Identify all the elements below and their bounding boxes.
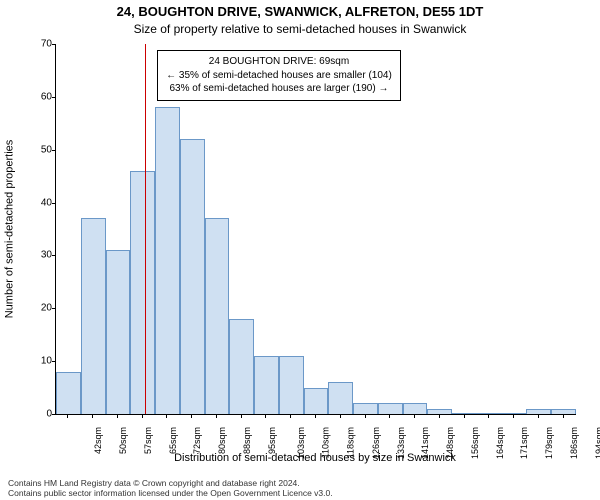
histogram-bar bbox=[551, 409, 576, 414]
histogram-bar bbox=[304, 388, 329, 414]
footer-line-2: Contains public sector information licen… bbox=[8, 488, 333, 498]
x-tick-label: 57sqm bbox=[143, 427, 153, 454]
x-tick-label: 156sqm bbox=[470, 427, 480, 459]
histogram-bar bbox=[56, 372, 81, 414]
x-tick-label: 110sqm bbox=[321, 427, 331, 458]
y-tick-mark bbox=[52, 255, 56, 256]
footer-line-1: Contains HM Land Registry data © Crown c… bbox=[8, 478, 333, 488]
histogram-bar bbox=[106, 250, 131, 414]
x-tick-mark bbox=[365, 414, 366, 418]
x-tick-mark bbox=[67, 414, 68, 418]
histogram-bar bbox=[353, 403, 378, 414]
x-tick-label: 118sqm bbox=[345, 427, 355, 458]
y-tick-label: 70 bbox=[22, 39, 52, 50]
histogram-bar bbox=[229, 319, 254, 414]
y-tick-label: 50 bbox=[22, 144, 52, 155]
x-tick-label: 103sqm bbox=[297, 427, 307, 459]
x-tick-mark bbox=[166, 414, 167, 418]
x-tick-label: 80sqm bbox=[217, 427, 227, 454]
x-tick-mark bbox=[563, 414, 564, 418]
histogram-bar bbox=[130, 171, 155, 414]
x-tick-mark bbox=[464, 414, 465, 418]
x-tick-mark bbox=[117, 414, 118, 418]
y-tick-mark bbox=[52, 97, 56, 98]
x-tick-mark bbox=[191, 414, 192, 418]
x-tick-label: 133sqm bbox=[396, 427, 406, 459]
page-title-2: Size of property relative to semi-detach… bbox=[0, 22, 600, 36]
x-tick-label: 171sqm bbox=[519, 427, 529, 459]
x-tick-label: 194sqm bbox=[594, 427, 600, 459]
marker-line bbox=[145, 44, 146, 414]
x-tick-mark bbox=[216, 414, 217, 418]
x-tick-mark bbox=[389, 414, 390, 418]
y-tick-label: 30 bbox=[22, 250, 52, 261]
callout-box: 24 BOUGHTON DRIVE: 69sqm← 35% of semi-de… bbox=[157, 50, 401, 101]
x-tick-label: 88sqm bbox=[242, 427, 252, 454]
x-tick-mark bbox=[340, 414, 341, 418]
x-tick-label: 42sqm bbox=[93, 427, 103, 454]
x-tick-mark bbox=[92, 414, 93, 418]
callout-line-3: 63% of semi-detached houses are larger (… bbox=[166, 82, 392, 96]
histogram-bar bbox=[452, 413, 477, 414]
x-tick-label: 141sqm bbox=[420, 427, 430, 459]
y-tick-label: 20 bbox=[22, 303, 52, 314]
callout-line-2: ← 35% of semi-detached houses are smalle… bbox=[166, 69, 392, 83]
x-tick-mark bbox=[265, 414, 266, 418]
x-tick-mark bbox=[538, 414, 539, 418]
callout-line-1: 24 BOUGHTON DRIVE: 69sqm bbox=[166, 55, 392, 69]
y-axis-label-wrap: Number of semi-detached properties bbox=[2, 44, 16, 414]
x-tick-label: 95sqm bbox=[267, 427, 277, 454]
y-tick-mark bbox=[52, 150, 56, 151]
x-tick-mark bbox=[439, 414, 440, 418]
x-tick-mark bbox=[315, 414, 316, 418]
histogram-bar bbox=[205, 218, 230, 414]
x-tick-label: 72sqm bbox=[192, 427, 202, 454]
y-tick-mark bbox=[52, 44, 56, 45]
histogram-bar bbox=[378, 403, 403, 414]
y-tick-label: 0 bbox=[22, 409, 52, 420]
x-tick-mark bbox=[241, 414, 242, 418]
page-title-1: 24, BOUGHTON DRIVE, SWANWICK, ALFRETON, … bbox=[0, 4, 600, 19]
y-tick-mark bbox=[52, 414, 56, 415]
x-tick-mark bbox=[290, 414, 291, 418]
x-tick-label: 65sqm bbox=[168, 427, 178, 454]
x-tick-label: 179sqm bbox=[544, 427, 554, 459]
x-tick-label: 50sqm bbox=[118, 427, 128, 454]
x-tick-label: 164sqm bbox=[495, 427, 505, 459]
y-tick-mark bbox=[52, 308, 56, 309]
y-tick-mark bbox=[52, 361, 56, 362]
x-tick-label: 126sqm bbox=[371, 427, 381, 459]
footer-text: Contains HM Land Registry data © Crown c… bbox=[8, 478, 333, 498]
y-axis-label: Number of semi-detached properties bbox=[3, 140, 15, 319]
histogram-bar bbox=[180, 139, 205, 414]
x-tick-mark bbox=[488, 414, 489, 418]
x-tick-mark bbox=[513, 414, 514, 418]
histogram-bar bbox=[81, 218, 106, 414]
histogram-bar bbox=[427, 409, 452, 414]
histogram-plot: 24 BOUGHTON DRIVE: 69sqm← 35% of semi-de… bbox=[55, 44, 576, 415]
x-tick-label: 148sqm bbox=[445, 427, 455, 459]
y-tick-label: 10 bbox=[22, 356, 52, 367]
y-tick-label: 60 bbox=[22, 91, 52, 102]
x-tick-mark bbox=[142, 414, 143, 418]
histogram-bar bbox=[328, 382, 353, 414]
histogram-bar bbox=[254, 356, 279, 414]
histogram-bar bbox=[526, 409, 551, 414]
histogram-bar bbox=[279, 356, 304, 414]
histogram-bar bbox=[155, 107, 180, 414]
histogram-bar bbox=[403, 403, 428, 414]
y-tick-mark bbox=[52, 203, 56, 204]
y-tick-label: 40 bbox=[22, 197, 52, 208]
x-tick-label: 186sqm bbox=[569, 427, 579, 459]
x-tick-mark bbox=[414, 414, 415, 418]
